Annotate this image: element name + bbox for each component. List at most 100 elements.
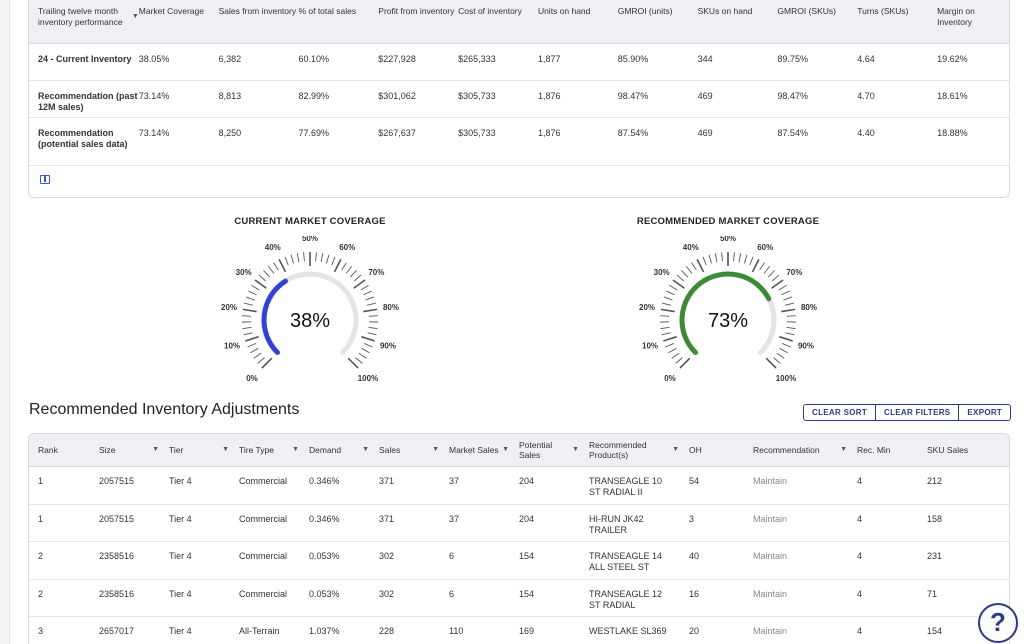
recommended-header-9[interactable]: OH (689, 434, 753, 466)
performance-header-2[interactable]: Sales from inventory (218, 6, 297, 16)
table-cell: 4 (857, 476, 863, 486)
table-cell: Maintain (753, 476, 788, 486)
table-cell: 3 (689, 513, 695, 524)
table-row[interactable]: 2 2358516 Tier 4 Commercial 0.053% 302 6 154 TRA… (29, 542, 1009, 580)
filter-icon[interactable]: ▼ (362, 446, 369, 453)
minor-tick (738, 253, 742, 263)
major-tick (696, 259, 705, 273)
performance-header-1[interactable]: Market Coverage (138, 6, 204, 16)
table-cell: 1 (38, 476, 44, 486)
gauge-fill (679, 271, 772, 356)
current-coverage-title: CURRENT MARKET COVERAGE (234, 216, 386, 227)
table-cell: 2358516 (99, 551, 135, 561)
table-cell: Maintain (753, 513, 788, 524)
recommended-header-0[interactable]: Rank (29, 434, 99, 466)
filter-icon[interactable]: ▼ (152, 446, 159, 453)
table-row[interactable]: 1 2057515 Tier 4 Commercial 0.346% 371 37 204 HI… (29, 505, 1009, 542)
minor-tick (665, 343, 675, 348)
minor-tick (663, 296, 673, 301)
major-tick (261, 357, 273, 369)
performance-header-3[interactable]: % of total sales (298, 6, 357, 16)
minor-tick (661, 332, 671, 336)
performance-header-11[interactable]: Margin on Inventory (937, 6, 975, 27)
performance-header-row: Trailing twelve month inventory performa… (29, 0, 1009, 44)
table-cell: TRANSEAGLE 12 ST RADIAL (589, 588, 663, 610)
major-tick (254, 279, 267, 289)
row-label: Recommendation (potential sales data) (38, 128, 128, 149)
minor-tick (243, 332, 253, 336)
minor-tick (708, 254, 712, 264)
clear-filters-button[interactable]: CLEAR FILTERS (876, 405, 960, 420)
filter-icon[interactable]: ▼ (840, 446, 847, 453)
recommended-coverage-gauge: 0% 10% 20% 30% 40% 50% 60% 70% 80% 90% 100% 73% (639, 236, 817, 381)
performance-header-4[interactable]: Profit from inventory (378, 6, 455, 16)
help-button[interactable]: ? (978, 603, 1018, 643)
minor-tick (367, 302, 376, 306)
performance-header-8[interactable]: SKUs on hand (697, 6, 753, 16)
performance-header-10[interactable]: Turns (SKUs) (857, 6, 909, 16)
tick-label: 10% (642, 341, 658, 350)
minor-tick (744, 254, 748, 264)
tick-label: 100% (776, 374, 796, 381)
clear-sort-button[interactable]: CLEAR SORT (804, 405, 876, 420)
filter-icon[interactable]: ▼ (672, 446, 679, 453)
performance-header-5[interactable]: Cost of inventory (458, 6, 522, 16)
table-cell: 2 (38, 588, 44, 599)
recommended-header-6[interactable]: Market Sales ▼ (449, 434, 519, 466)
table-cell: 89.75% (777, 54, 808, 64)
table-cell: 0.053% (309, 551, 340, 561)
recommended-header-10[interactable]: Recommendation ▼ (753, 434, 857, 466)
table-cell: 469 (697, 128, 713, 138)
recommended-header-11[interactable]: Rec. Min (857, 434, 927, 466)
filter-icon[interactable]: ▼ (292, 446, 299, 453)
table-row[interactable]: 1 2057515 Tier 4 Commercial 0.346% 371 37 204 TR… (29, 467, 1009, 505)
table-cell: 87.54% (617, 128, 649, 138)
minor-tick (296, 253, 300, 263)
filter-icon[interactable]: ▼ (432, 446, 439, 453)
tick-label: 10% (224, 341, 240, 350)
minor-tick (258, 274, 267, 282)
table-row[interactable]: 3 2657017 Tier 4 All-Terrain 1.037% 228 110 169… (29, 617, 1009, 644)
performance-header-0[interactable]: Trailing twelve month inventory performa… (29, 0, 139, 43)
gauge-value: 73% (708, 310, 748, 332)
recommended-header-8[interactable]: Recommended Product(s) ▼ (589, 434, 689, 466)
performance-header-9[interactable]: GMROI (SKUs) (777, 6, 836, 16)
table-cell: 158 (927, 513, 943, 524)
recommended-header-4[interactable]: Demand ▼ (309, 434, 379, 466)
export-button[interactable]: EXPORT (959, 405, 1011, 420)
filter-icon[interactable]: ▼ (222, 446, 229, 453)
filter-icon[interactable]: ▼ (131, 13, 139, 20)
table-cell: TRANSEAGLE 10 ST RADIAL II (589, 476, 663, 497)
filter-icon[interactable]: ▼ (572, 446, 579, 453)
minor-tick (668, 348, 677, 354)
header-label: Market Sales (449, 445, 499, 455)
minor-tick (284, 256, 289, 266)
recommended-header-1[interactable]: Size ▼ (99, 434, 169, 466)
performance-header-7[interactable]: GMROI (units) (617, 6, 673, 16)
minor-tick (786, 315, 796, 317)
minor-tick (303, 252, 305, 262)
tick-label: 90% (380, 341, 396, 350)
recommended-header-3[interactable]: Tire Type ▼ (239, 434, 309, 466)
table-cell: 18.61% (937, 91, 968, 101)
header-label: Rec. Min (857, 445, 891, 455)
minor-tick (360, 284, 369, 291)
table-cell: 1 (38, 513, 44, 524)
table-cell: 371 (379, 476, 395, 486)
table-row[interactable]: 2 2358516 Tier 4 Commercial 0.053% 302 6 154 TRA… (29, 580, 1009, 617)
recommended-header-12[interactable]: SKU Sales (927, 434, 999, 466)
performance-header-6[interactable]: Units on hand (537, 6, 591, 16)
table-cell: Tier 4 (169, 626, 192, 636)
recommended-header-2[interactable]: Tier ▼ (169, 434, 239, 466)
table-cell: 204 (519, 513, 535, 524)
filter-icon[interactable]: ▼ (502, 446, 509, 453)
table-cell: 1.037% (309, 626, 340, 636)
major-tick (672, 279, 685, 289)
column-toggle-icon[interactable] (40, 175, 50, 184)
header-label: Rank (38, 445, 58, 455)
table-cell: 71 (927, 588, 938, 599)
recommended-header-7[interactable]: Potential Sales ▼ (519, 434, 589, 466)
recommended-header-5[interactable]: Sales ▼ (379, 434, 449, 466)
minor-tick (242, 326, 252, 329)
